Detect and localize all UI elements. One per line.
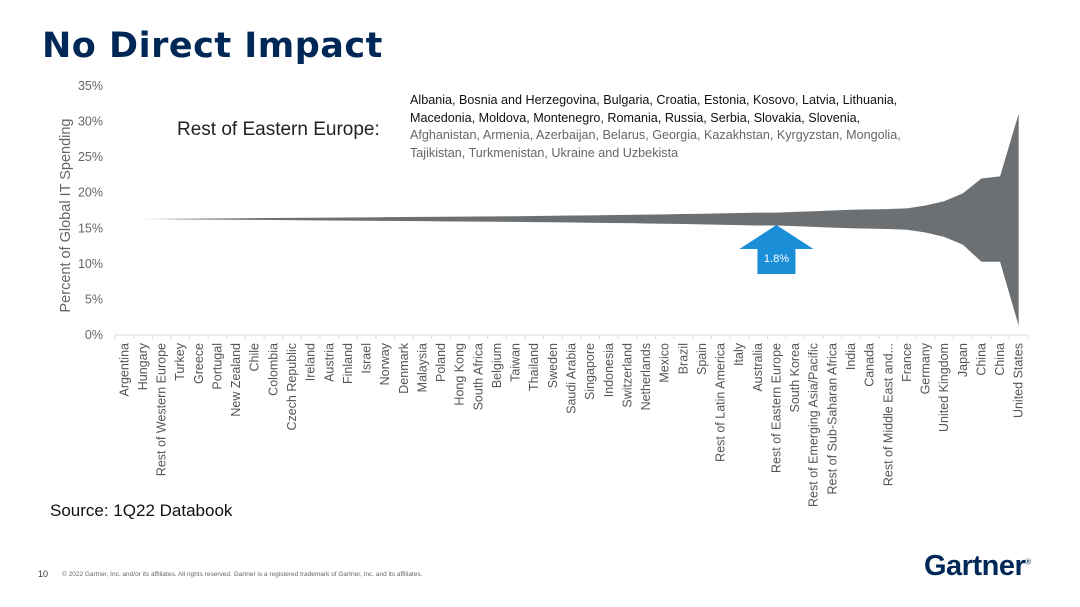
x-tick-label: Malaysia xyxy=(415,343,429,392)
x-tick-label: Saudi Arabia xyxy=(565,343,579,414)
x-tick-label: Rest of Latin America xyxy=(714,343,728,462)
x-tick-label: Singapore xyxy=(583,343,597,400)
x-tick-label: Poland xyxy=(434,343,448,382)
x-tick-label: Israel xyxy=(360,343,374,374)
y-tick-label: 20% xyxy=(78,186,103,200)
x-tick-label: Spain xyxy=(695,343,709,375)
x-tick-label: Canada xyxy=(863,343,877,387)
x-tick-label: France xyxy=(900,343,914,382)
x-tick-label: Argentina xyxy=(117,343,131,397)
x-tick-label: Rest of Sub-Saharan Africa xyxy=(825,343,839,495)
registered-mark: ® xyxy=(1025,557,1031,567)
x-tick-label: Italy xyxy=(732,342,746,366)
y-tick-label: 35% xyxy=(78,79,103,93)
x-tick-label: United States xyxy=(1012,343,1026,418)
page-title: No Direct Impact xyxy=(42,26,383,66)
x-tick-label: Portugal xyxy=(210,343,224,390)
y-axis-title: Percent of Global IT Spending xyxy=(58,119,74,313)
annotation-label: 1.8% xyxy=(764,253,789,265)
x-tick-label: Rest of Emerging Asia/Pacific xyxy=(807,343,821,507)
y-tick-label: 25% xyxy=(78,150,103,164)
callout-title: Rest of Eastern Europe: xyxy=(177,119,380,140)
x-tick-label: Germany xyxy=(919,342,933,394)
x-tick-label: Ireland xyxy=(304,343,318,381)
x-tick-label: Denmark xyxy=(397,342,411,393)
copyright-notice: © 2022 Gartner, Inc. and/or its affiliat… xyxy=(62,571,423,578)
x-tick-label: Australia xyxy=(751,343,765,392)
y-tick-label: 15% xyxy=(78,221,103,235)
x-tick-label: Thailand xyxy=(527,343,541,391)
x-tick-label: Sweden xyxy=(546,343,560,388)
x-tick-label: Switzerland xyxy=(620,343,634,408)
x-tick-label: Hungary xyxy=(136,342,150,390)
x-tick-label: Chile xyxy=(248,343,262,372)
x-tick-label: Taiwan xyxy=(509,343,523,382)
logo-text: Gartner xyxy=(924,550,1026,582)
x-tick-label: Mexico xyxy=(658,343,672,383)
x-tick-label: South Africa xyxy=(471,343,485,410)
x-tick-label: Rest of Middle East and... xyxy=(881,343,895,486)
gartner-logo: Gartner® xyxy=(924,550,1031,583)
callout-countries-secondary: Afghanistan, Armenia, Azerbaijan, Belaru… xyxy=(410,128,901,160)
x-tick-label: Netherlands xyxy=(639,343,653,410)
x-tick-label: China xyxy=(993,343,1007,376)
up-arrow-icon xyxy=(739,225,814,274)
x-tick-label: South Korea xyxy=(788,343,802,413)
x-tick-label: Greece xyxy=(192,343,206,384)
spending-band xyxy=(124,113,1019,326)
x-tick-label: Brazil xyxy=(676,343,690,374)
x-tick-label: China xyxy=(974,343,988,376)
callout-country-list: Albania, Bosnia and Herzegovina, Bulgari… xyxy=(410,92,910,162)
x-tick-label: Turkey xyxy=(173,342,187,380)
page-number: 10 xyxy=(38,569,49,579)
x-axis-ticks xyxy=(114,335,1029,339)
x-tick-label: Belgium xyxy=(490,343,504,388)
x-tick-label: Indonesia xyxy=(602,343,616,397)
x-tick-label: New Zealand xyxy=(229,343,243,417)
x-tick-label: Japan xyxy=(956,343,970,377)
x-tick-label: Hong Kong xyxy=(453,343,467,406)
x-tick-label: Norway xyxy=(378,342,392,385)
x-tick-label: Rest of Western Europe xyxy=(155,343,169,476)
x-tick-label: India xyxy=(844,343,858,370)
x-tick-label: Finland xyxy=(341,343,355,384)
annotation-arrow: 1.8% xyxy=(739,225,814,274)
x-axis-labels: Argentina Hungary Rest of Western Europe Tu… xyxy=(117,342,1025,507)
x-tick-label: United Kingdom xyxy=(937,343,951,432)
source-note: Source: 1Q22 Databook xyxy=(50,501,233,520)
callout-countries-primary: Albania, Bosnia and Herzegovina, Bulgari… xyxy=(410,93,898,125)
x-tick-label: Czech Republic xyxy=(285,343,299,431)
y-tick-label: 0% xyxy=(85,328,103,342)
y-tick-label: 10% xyxy=(78,257,103,271)
y-axis: 0% 5% 10% 15% 20% 25% 30% 35% xyxy=(78,79,103,342)
y-tick-label: 30% xyxy=(78,115,103,129)
x-tick-label: Austria xyxy=(322,343,336,382)
x-tick-label: Rest of Eastern Europe xyxy=(769,343,783,473)
y-tick-label: 5% xyxy=(85,292,103,306)
x-tick-label: Colombia xyxy=(266,343,280,396)
